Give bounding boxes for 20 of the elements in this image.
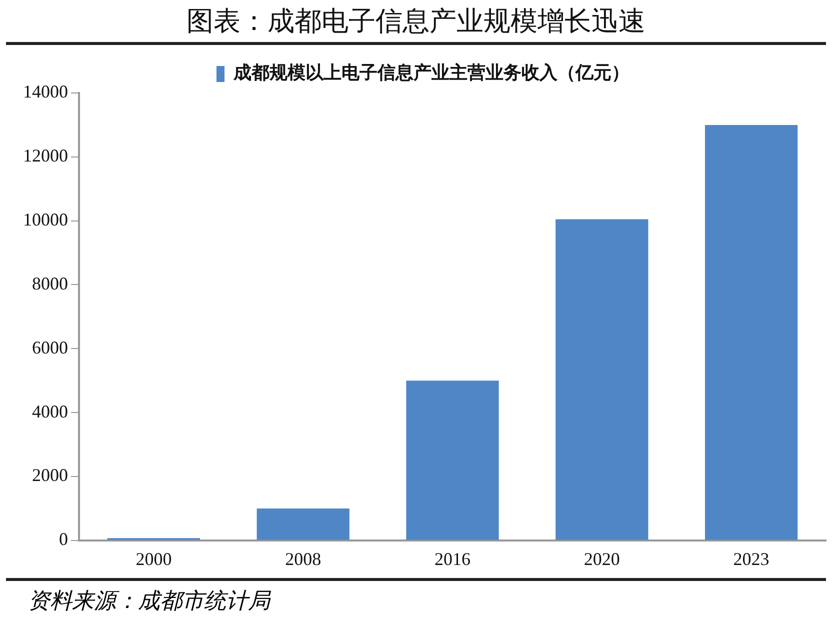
- legend-label: 成都规模以上电子信息产业主营业务收入（亿元）: [232, 62, 630, 83]
- y-tick-label: 2000: [32, 465, 68, 486]
- text: 资料来源：成都市统计局: [6, 578, 826, 621]
- x-tick-label: 2016: [434, 548, 470, 569]
- bar: [704, 124, 798, 540]
- bar: [556, 219, 648, 540]
- x-tick-label: 2023: [733, 548, 770, 569]
- bar: [256, 508, 350, 540]
- bar: [406, 380, 499, 540]
- y-tick-label: 12000: [23, 146, 68, 166]
- y-tick-label: 8000: [32, 273, 68, 294]
- chart-title: 图表：成都电子信息产业规模增长迅速: [6, 0, 826, 45]
- y-tick-label: 6000: [32, 337, 68, 358]
- y-tick-label: 0: [59, 529, 68, 550]
- y-tick-label: 4000: [32, 401, 68, 422]
- x-tick-label: 2020: [584, 548, 620, 569]
- y-tick-label: 10000: [23, 210, 68, 230]
- x-tick-label: 2008: [285, 548, 322, 569]
- y-tick-label: 14000: [23, 82, 68, 102]
- x-tick-label: 2000: [136, 548, 172, 569]
